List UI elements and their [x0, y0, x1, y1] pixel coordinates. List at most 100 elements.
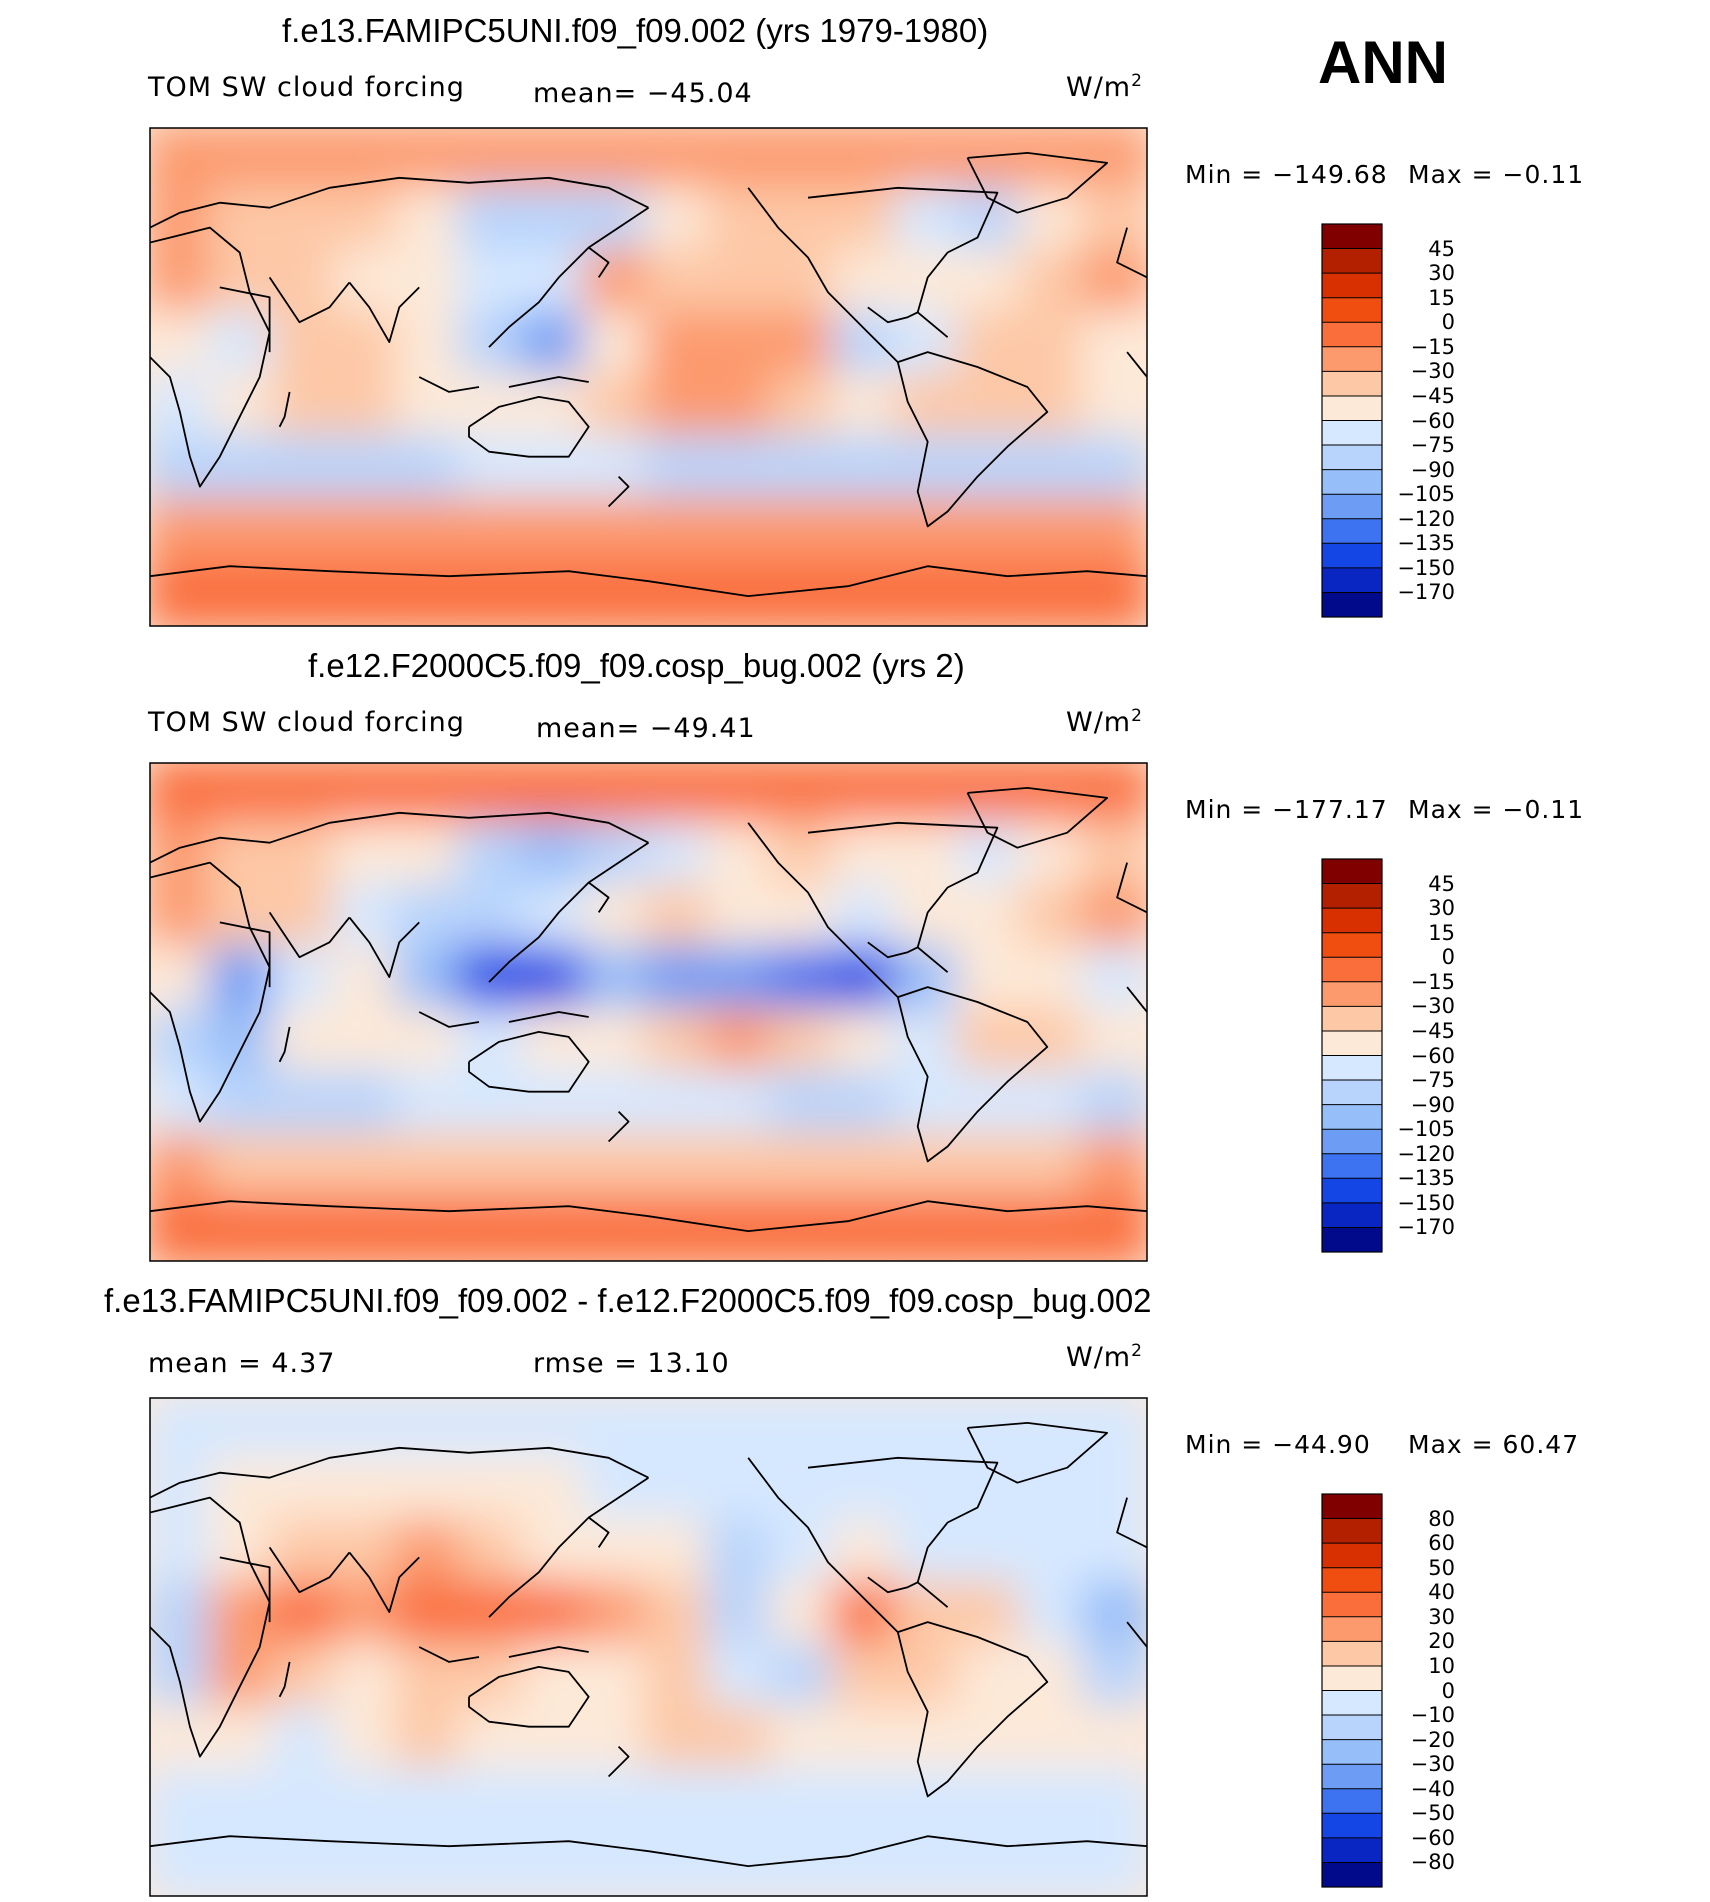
field-cell	[644, 128, 715, 195]
colorbar-label: 0	[1441, 1678, 1455, 1703]
field-cell	[395, 1008, 466, 1079]
coastline	[588, 246, 610, 278]
field-cell	[769, 1194, 840, 1261]
field-cell	[519, 373, 591, 444]
field-cell	[582, 186, 653, 257]
coastline	[607, 475, 630, 508]
field-cell	[582, 945, 653, 1017]
field-cell	[395, 128, 466, 195]
field-cell	[270, 128, 341, 195]
field-cell	[208, 1767, 279, 1838]
field-cell	[1080, 1705, 1147, 1776]
field-cell	[1080, 883, 1147, 954]
field-cell	[208, 186, 279, 257]
field-cell	[893, 497, 965, 568]
field-cell	[332, 1518, 404, 1589]
field-cell	[270, 763, 341, 830]
coastline	[348, 1551, 420, 1613]
field-cell	[769, 1132, 840, 1203]
colorbar-swatch	[1322, 859, 1382, 885]
field-cell	[831, 1132, 902, 1203]
colorbar-swatch	[1322, 1690, 1382, 1716]
field-cell	[150, 1767, 217, 1838]
field-cell	[769, 1518, 840, 1589]
panel-3-units-base: W/m	[1066, 1342, 1132, 1373]
colorbar-swatch	[1322, 981, 1382, 1007]
coastline	[508, 376, 589, 388]
field-cell	[706, 1070, 778, 1141]
colorbar-label: 45	[1428, 871, 1455, 896]
field-cell	[644, 1132, 715, 1203]
coastline	[150, 176, 649, 229]
field-cell	[956, 1398, 1027, 1465]
coastline	[150, 1835, 1147, 1867]
colorbar-label: −30	[1410, 1752, 1455, 1777]
field-cell	[769, 1705, 840, 1776]
field-cell	[582, 1829, 653, 1896]
field-cell	[893, 1705, 965, 1776]
coastline	[508, 1011, 589, 1023]
colorbar-label: −10	[1410, 1703, 1455, 1728]
coastline	[150, 861, 271, 1123]
field-cell	[519, 310, 591, 382]
coastline	[278, 391, 291, 428]
field-cell	[457, 559, 528, 626]
field-cell	[1080, 1580, 1147, 1652]
colorbar-swatch	[1322, 297, 1382, 323]
field-cell	[956, 497, 1027, 568]
colorbar-swatch	[1322, 1788, 1382, 1814]
colorbar-1	[1321, 223, 1383, 618]
coastline	[966, 787, 1108, 849]
field-cell	[1080, 310, 1147, 382]
colorbar-label: −90	[1410, 457, 1455, 482]
panel-1-title: f.e13.FAMIPC5UNI.f09_f09.002 (yrs 1979-1…	[282, 12, 989, 49]
colorbar-swatch	[1322, 395, 1382, 421]
colorbar-swatch	[1322, 1202, 1382, 1228]
colorbar-swatch	[1322, 1739, 1382, 1765]
field-cell	[893, 248, 965, 319]
field-cell	[395, 1456, 466, 1527]
coastline	[966, 1422, 1108, 1484]
colorbar-label: −30	[1410, 359, 1455, 384]
field-cell	[395, 1580, 466, 1652]
colorbar-2	[1321, 858, 1383, 1253]
colorbar-swatch	[1322, 420, 1382, 446]
field-cell	[208, 310, 279, 382]
field-cell	[582, 1398, 653, 1465]
field-cell	[1080, 435, 1147, 506]
field-cell	[706, 1767, 778, 1838]
field-cell	[395, 248, 466, 319]
field-cell	[395, 373, 466, 444]
field-cell	[519, 1008, 591, 1079]
colorbar-swatch	[1322, 1178, 1382, 1204]
field-cell	[956, 1518, 1027, 1589]
field-cell	[457, 186, 528, 257]
field-cell	[893, 128, 965, 195]
field-cell	[706, 763, 778, 830]
panel-1-units-base: W/m	[1066, 72, 1132, 103]
field-cell	[956, 1008, 1027, 1079]
field-cell	[150, 821, 217, 892]
field-cell	[644, 1070, 715, 1141]
field-cell	[1080, 763, 1147, 830]
field-cell	[769, 310, 840, 382]
field-cell	[644, 1705, 715, 1776]
colorbar-label: −170	[1397, 580, 1455, 605]
field-cell	[706, 1008, 778, 1079]
field-cell	[831, 1398, 902, 1465]
panel-3-units: W/m2	[1066, 1342, 1143, 1373]
coastline	[588, 881, 610, 913]
panel-1-units: W/m2	[1066, 72, 1143, 103]
field-cell	[1080, 373, 1147, 444]
field-cell	[457, 435, 528, 506]
field-cell	[332, 1132, 404, 1203]
field-cell	[956, 1070, 1027, 1141]
field-cell	[270, 373, 341, 444]
field-cell	[395, 1070, 466, 1141]
field-cell	[769, 186, 840, 257]
field-cell	[956, 763, 1027, 830]
field-cell	[270, 1008, 341, 1079]
panel-2-title: f.e12.F2000C5.f09_f09.cosp_bug.002 (yrs …	[308, 647, 965, 684]
field-cell	[706, 821, 778, 892]
field-cell	[150, 1132, 217, 1203]
